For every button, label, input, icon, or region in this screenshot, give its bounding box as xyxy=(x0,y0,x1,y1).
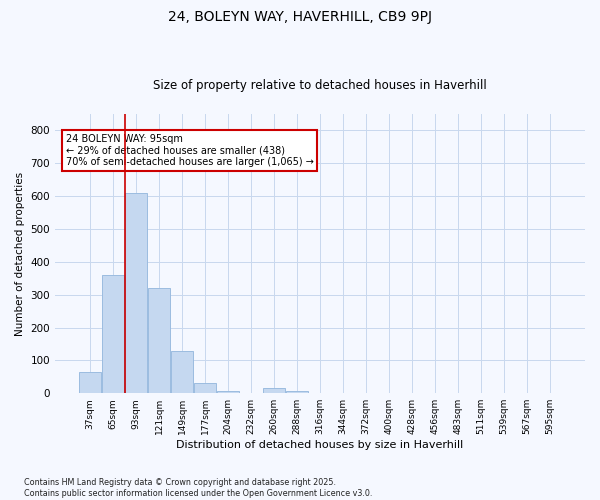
Text: Contains HM Land Registry data © Crown copyright and database right 2025.
Contai: Contains HM Land Registry data © Crown c… xyxy=(24,478,373,498)
Bar xyxy=(194,384,216,393)
Text: 24 BOLEYN WAY: 95sqm
← 29% of detached houses are smaller (438)
70% of semi-deta: 24 BOLEYN WAY: 95sqm ← 29% of detached h… xyxy=(65,134,314,166)
Bar xyxy=(102,275,124,393)
Bar xyxy=(171,350,193,393)
Bar xyxy=(286,390,308,393)
Bar xyxy=(263,388,285,393)
Title: Size of property relative to detached houses in Haverhill: Size of property relative to detached ho… xyxy=(153,79,487,92)
X-axis label: Distribution of detached houses by size in Haverhill: Distribution of detached houses by size … xyxy=(176,440,464,450)
Bar xyxy=(79,372,101,393)
Text: 24, BOLEYN WAY, HAVERHILL, CB9 9PJ: 24, BOLEYN WAY, HAVERHILL, CB9 9PJ xyxy=(168,10,432,24)
Y-axis label: Number of detached properties: Number of detached properties xyxy=(15,172,25,336)
Bar xyxy=(217,390,239,393)
Bar xyxy=(148,288,170,393)
Bar xyxy=(125,193,147,393)
